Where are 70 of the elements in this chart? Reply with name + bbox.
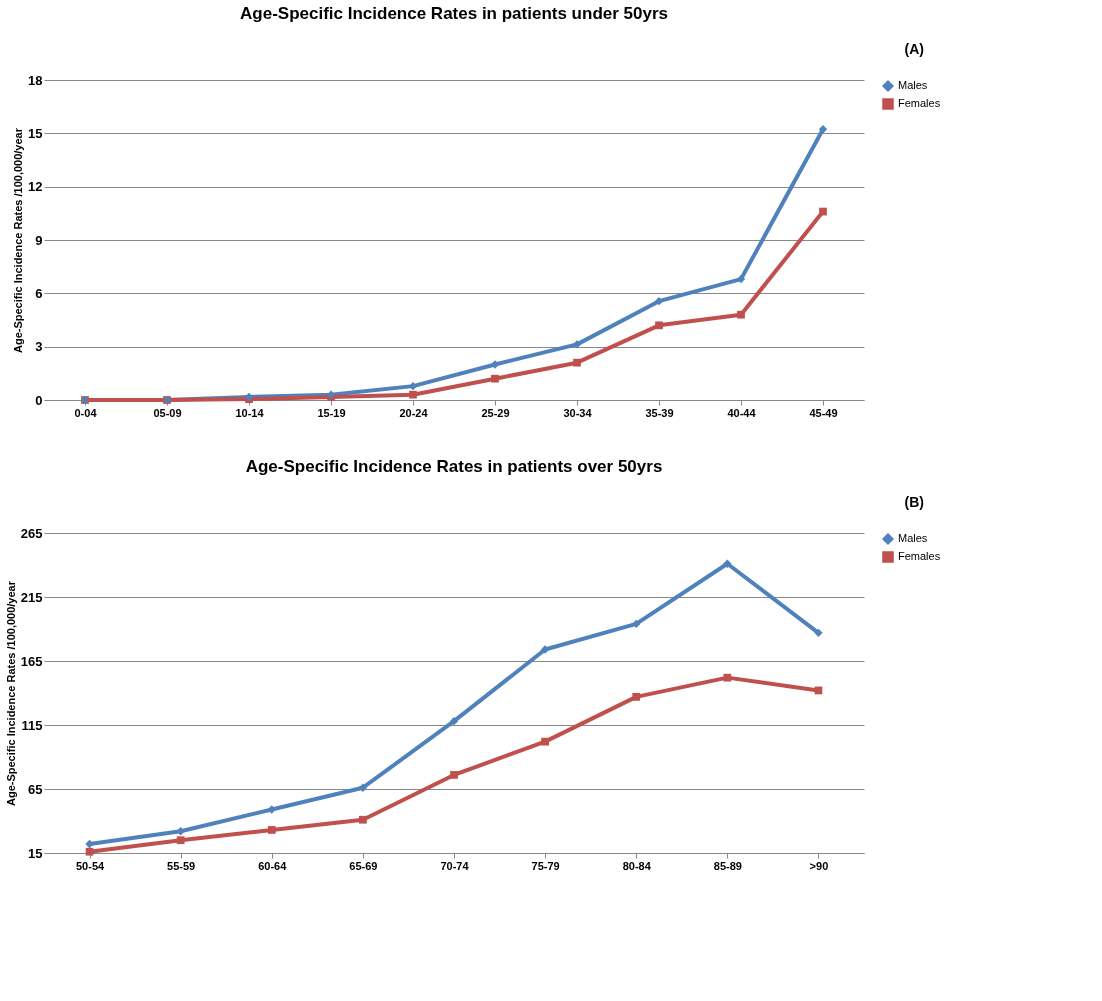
point xyxy=(176,827,185,836)
point xyxy=(176,836,185,845)
point xyxy=(572,340,582,349)
point xyxy=(814,628,823,638)
y-tick-label: 15 xyxy=(28,845,43,861)
point xyxy=(490,360,500,369)
point xyxy=(818,125,828,134)
y-tick-label: 0 xyxy=(35,392,43,408)
x-tick-label: 65-69 xyxy=(349,859,378,872)
x-tick-label: 0-04 xyxy=(74,406,98,419)
y-tick-label: 265 xyxy=(20,525,43,541)
y-tick-label: 165 xyxy=(20,653,43,669)
point xyxy=(267,805,276,814)
x-tick-label: >90 xyxy=(809,859,829,872)
point xyxy=(632,692,641,701)
point xyxy=(573,358,581,367)
y-tick-label: 65 xyxy=(28,781,43,797)
x-tick-label: 35-39 xyxy=(645,406,674,419)
x-tick-label: 25-29 xyxy=(481,406,510,419)
point xyxy=(85,839,94,849)
point xyxy=(85,847,94,856)
legend-label: Females xyxy=(898,550,941,562)
chart-title: Age-Specific Incidence Rates in patients over 50yrs xyxy=(245,457,663,476)
point xyxy=(409,390,417,399)
x-tick-label: 45-49 xyxy=(809,406,838,419)
point xyxy=(723,559,732,568)
point xyxy=(267,826,276,834)
point xyxy=(723,673,732,682)
y-tick-label: 18 xyxy=(28,72,43,88)
x-tick-label: 85-89 xyxy=(713,859,742,872)
chart-title: Age-Specific Incidence Rates in patients under 50yrs xyxy=(240,4,668,23)
point xyxy=(359,815,367,824)
text: (B) xyxy=(904,494,924,510)
y-axis-title: Age-Specific Incidence Rates /100,000/year xyxy=(12,127,25,354)
x-tick-label: 70-74 xyxy=(440,859,470,872)
point xyxy=(632,619,641,629)
x-tick-label: 80-84 xyxy=(622,859,652,872)
point xyxy=(449,716,459,726)
x-tick-label: 10-14 xyxy=(235,406,265,419)
y-tick-label: 12 xyxy=(28,179,43,195)
x-tick-label: 50-54 xyxy=(75,859,105,872)
point xyxy=(491,374,499,383)
x-tick-label: 55-59 xyxy=(167,859,196,872)
y-tick-label: 3 xyxy=(35,339,43,355)
point xyxy=(654,296,664,306)
y-tick-label: 215 xyxy=(20,589,43,605)
point xyxy=(737,310,745,319)
x-tick-label: 30-34 xyxy=(563,406,593,419)
point xyxy=(541,737,549,746)
x-tick-label: 60-64 xyxy=(258,859,288,872)
y-tick-label: 9 xyxy=(35,232,43,248)
point xyxy=(540,645,550,654)
point xyxy=(358,783,368,792)
x-tick-label: 05-09 xyxy=(153,406,182,419)
y-axis-title: Age-Specific Incidence Rates /100,000/year xyxy=(4,580,17,807)
y-tick-label: 15 xyxy=(28,125,43,141)
text: (A) xyxy=(904,41,924,57)
x-tick-label: 40-44 xyxy=(727,406,757,419)
point xyxy=(819,207,827,216)
y-tick-label: 115 xyxy=(21,717,43,733)
legend-label: Females xyxy=(898,97,941,109)
x-tick-label: 20-24 xyxy=(399,406,429,419)
x-tick-label: 15-19 xyxy=(317,406,346,419)
point xyxy=(736,274,746,284)
y-tick-label: 6 xyxy=(35,285,43,301)
legend-label: Males xyxy=(898,532,928,544)
x-tick-label: 75-79 xyxy=(531,859,560,872)
point xyxy=(655,321,663,330)
legend-label: Males xyxy=(898,79,928,91)
point xyxy=(450,771,458,779)
